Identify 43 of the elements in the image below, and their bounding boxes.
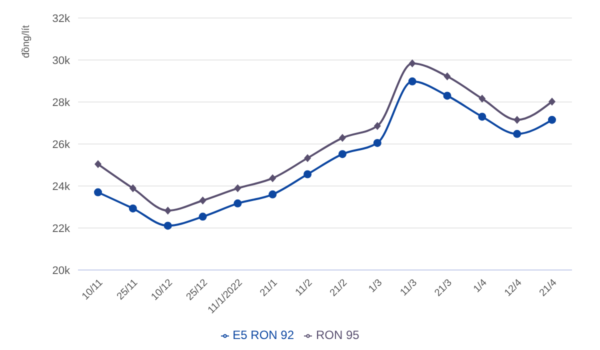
point xyxy=(164,206,172,215)
point xyxy=(548,116,556,124)
point xyxy=(513,130,522,138)
point xyxy=(444,72,451,80)
point xyxy=(129,184,136,192)
legend-label: RON 95 xyxy=(316,328,360,342)
y-tick-label: 20k xyxy=(52,264,70,277)
point xyxy=(514,116,521,124)
x-tick-label: 1/3 xyxy=(366,277,385,295)
point xyxy=(338,134,346,142)
point xyxy=(94,160,102,168)
point xyxy=(164,222,172,230)
point xyxy=(338,150,346,158)
point xyxy=(234,199,242,208)
point xyxy=(304,154,312,162)
point xyxy=(199,196,206,204)
y-tick-label: 30k xyxy=(52,54,70,67)
point xyxy=(269,174,276,182)
y-tick-label: 28k xyxy=(52,96,70,109)
x-tick-label: 21/1 xyxy=(258,277,280,299)
point xyxy=(234,184,242,192)
point xyxy=(374,122,381,130)
point xyxy=(548,98,556,106)
point xyxy=(268,190,277,198)
point xyxy=(94,188,102,196)
x-tick-label: 11/2 xyxy=(294,277,315,298)
y-axis-title: đồng/lít xyxy=(21,24,32,58)
point xyxy=(373,138,382,147)
y-tick-label: 22k xyxy=(52,222,70,235)
point xyxy=(478,94,486,103)
point xyxy=(198,212,207,221)
point xyxy=(443,92,452,100)
point xyxy=(128,204,137,212)
point xyxy=(408,77,416,86)
point xyxy=(478,112,486,121)
x-tick-label: 11/3 xyxy=(398,277,420,298)
y-tick-label: 26k xyxy=(52,138,70,151)
x-tick-label: 1/4 xyxy=(472,277,490,295)
y-tick-label: 24k xyxy=(52,180,70,193)
y-tick-label: 32k xyxy=(52,12,70,25)
point xyxy=(304,170,312,178)
point xyxy=(408,59,416,68)
legend-label: E5 RON 92 xyxy=(232,328,294,342)
